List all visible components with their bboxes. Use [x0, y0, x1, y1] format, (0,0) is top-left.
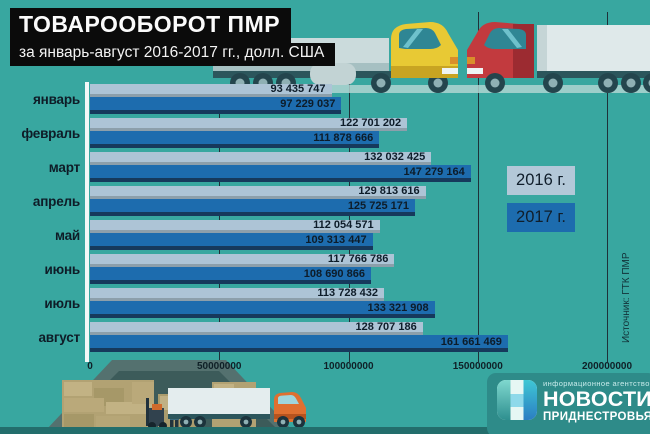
logo-title: НОВОСТИ — [543, 387, 650, 411]
bar-2016: 93 435 747 — [90, 83, 332, 97]
value-label-2016: 128 707 186 — [355, 321, 417, 333]
value-label-2016: 112 054 571 — [313, 219, 374, 231]
dock-truck — [168, 388, 306, 428]
chart-row-январь: январь 93 435 747 97 229 037 — [0, 83, 650, 118]
chart-row-март: март 132 032 425 147 279 164 — [0, 151, 650, 186]
legend-2017: 2017 г. — [507, 203, 575, 232]
bar-2017: 111 878 666 — [90, 131, 380, 144]
value-label-2016: 122 701 202 — [340, 117, 402, 129]
x-tick-label: 100000000 — [323, 361, 374, 372]
month-label: март — [48, 159, 80, 175]
bar-2017: 133 321 908 — [90, 301, 435, 314]
bar-2017: 161 661 469 — [90, 335, 508, 348]
logo-subtitle: ПРИДНЕСТРОВЬЯ — [543, 411, 650, 423]
logo-tagline: информационное агентство — [543, 379, 650, 388]
bar-2017: 109 313 447 — [90, 233, 373, 246]
x-tick-label: 150000000 — [452, 361, 503, 372]
value-label-2017: 97 229 037 — [280, 97, 336, 110]
month-label: август — [38, 329, 80, 345]
value-label-2016: 132 032 425 — [364, 151, 426, 163]
bar-2016: 128 707 186 — [90, 321, 423, 335]
chart-row-июнь: июнь 117 766 786 108 690 866 — [0, 253, 650, 288]
value-label-2017: 161 661 469 — [440, 335, 502, 348]
bar-2017-shadow — [90, 144, 380, 148]
value-label-2017: 109 313 447 — [305, 233, 367, 246]
month-label: апрель — [32, 193, 80, 209]
bar-2017-shadow — [90, 246, 373, 250]
gridline-200000000 — [607, 12, 608, 362]
bar-2017-shadow — [90, 178, 471, 182]
chart-row-июль: июль 113 728 432 133 321 908 — [0, 287, 650, 322]
value-label-2017: 108 690 866 — [303, 267, 365, 280]
x-tick-label: 50000000 — [197, 361, 242, 372]
y-axis-line — [85, 82, 89, 362]
bar-2017: 125 725 171 — [90, 199, 415, 212]
value-label-2017: 125 725 171 — [347, 199, 409, 212]
title-block: ТОВАРООБОРОТ ПМР за январь-август 2016-2… — [10, 8, 336, 66]
bar-2017: 97 229 037 — [90, 97, 342, 110]
bar-2016: 132 032 425 — [90, 151, 432, 165]
red-truck — [467, 22, 650, 93]
month-label: июль — [44, 295, 80, 311]
bar-2016: 117 766 786 — [90, 253, 395, 267]
value-label-2017: 111 878 666 — [313, 131, 374, 144]
chart-row-февраль: февраль 122 701 202 111 878 666 — [0, 117, 650, 152]
bar-2017-shadow — [90, 314, 435, 318]
value-label-2016: 129 813 616 — [358, 185, 420, 197]
bar-2017: 147 279 164 — [90, 165, 471, 178]
page-subtitle: за январь-август 2016-2017 гг., долл. СШ… — [10, 43, 336, 66]
news-logo-text: информационное агентство НОВОСТИ ПРИДНЕС… — [543, 379, 650, 423]
chart-row-апрель: апрель 129 813 616 125 725 171 — [0, 185, 650, 220]
news-logo-icon — [497, 380, 537, 420]
bar-2017-shadow — [90, 280, 371, 284]
gridline-150000000 — [477, 12, 479, 362]
value-label-2016: 117 766 786 — [327, 253, 389, 265]
x-tick-label: 0 — [87, 361, 93, 372]
month-label: июнь — [44, 261, 81, 277]
legend-2016: 2016 г. — [507, 166, 575, 195]
bar-2017-shadow — [90, 348, 508, 352]
month-label: январь — [32, 91, 80, 107]
value-label-2016: 93 435 747 — [270, 83, 326, 95]
bar-2016: 113 728 432 — [90, 287, 384, 301]
x-tick-label: 200000000 — [581, 361, 633, 372]
value-label-2017: 147 279 164 — [403, 165, 465, 178]
bar-2017: 108 690 866 — [90, 267, 371, 280]
news-logo: информационное агентство НОВОСТИ ПРИДНЕС… — [487, 373, 650, 434]
warehouse-illustration — [46, 360, 306, 430]
chart-row-май: май 112 054 571 109 313 447 — [0, 219, 650, 254]
value-label-2017: 133 321 908 — [367, 301, 429, 314]
bar-2017-shadow — [90, 212, 415, 216]
bar-2017-shadow — [90, 110, 342, 114]
month-label: февраль — [21, 125, 80, 141]
bar-2016: 112 054 571 — [90, 219, 380, 233]
chart-row-август: август 128 707 186 161 661 469 — [0, 321, 650, 356]
page-title: ТОВАРООБОРОТ ПМР — [10, 8, 292, 43]
bar-2016: 129 813 616 — [90, 185, 426, 199]
source-note: Источник: ГТК ПМР — [621, 252, 632, 344]
bar-2016: 122 701 202 — [90, 117, 408, 131]
bottom-strip — [0, 427, 650, 434]
month-label: май — [54, 227, 80, 243]
value-label-2016: 113 728 432 — [317, 287, 378, 299]
